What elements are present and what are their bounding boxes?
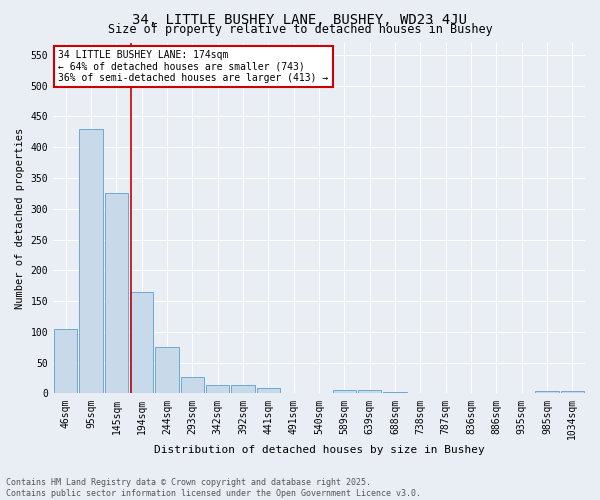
Text: Size of property relative to detached houses in Bushey: Size of property relative to detached ho… — [107, 22, 493, 36]
Bar — [181, 377, 204, 394]
Bar — [383, 392, 407, 394]
Y-axis label: Number of detached properties: Number of detached properties — [15, 128, 25, 308]
Bar — [79, 128, 103, 394]
Text: 34 LITTLE BUSHEY LANE: 174sqm
← 64% of detached houses are smaller (743)
36% of : 34 LITTLE BUSHEY LANE: 174sqm ← 64% of d… — [58, 50, 329, 82]
Bar — [560, 391, 584, 394]
Bar — [105, 194, 128, 394]
Bar — [54, 329, 77, 394]
Bar — [535, 391, 559, 394]
Text: Contains HM Land Registry data © Crown copyright and database right 2025.
Contai: Contains HM Land Registry data © Crown c… — [6, 478, 421, 498]
Bar — [155, 348, 179, 394]
Bar — [332, 390, 356, 394]
Bar — [257, 388, 280, 394]
Text: 34, LITTLE BUSHEY LANE, BUSHEY, WD23 4JU: 34, LITTLE BUSHEY LANE, BUSHEY, WD23 4JU — [133, 12, 467, 26]
Bar — [232, 386, 254, 394]
Bar — [206, 386, 229, 394]
Bar — [282, 393, 305, 394]
Bar — [358, 390, 382, 394]
X-axis label: Distribution of detached houses by size in Bushey: Distribution of detached houses by size … — [154, 445, 484, 455]
Bar — [130, 292, 154, 394]
